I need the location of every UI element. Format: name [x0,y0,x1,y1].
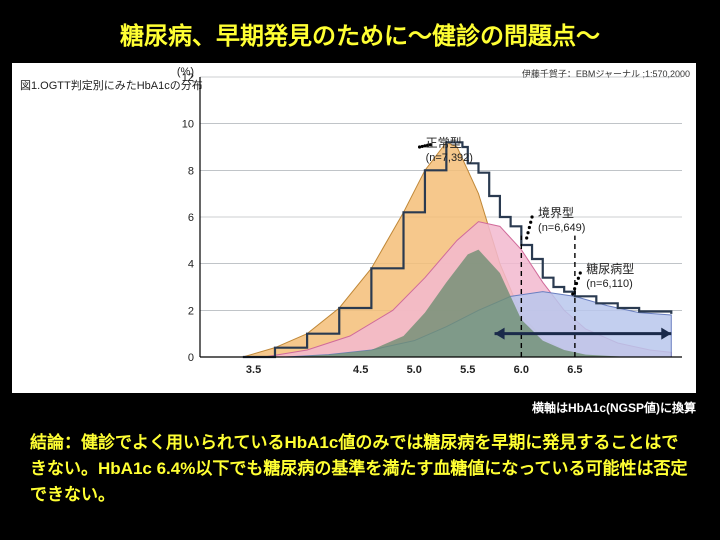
svg-text:糖尿病型: 糖尿病型 [586,261,634,276]
svg-text:(n=6,649): (n=6,649) [538,222,585,234]
slide-title: 糖尿病、早期発見のために〜健診の問題点〜 [0,0,720,63]
svg-text:6.0: 6.0 [514,364,529,376]
svg-text:10: 10 [182,119,194,131]
svg-text:2: 2 [188,305,194,317]
svg-text:5.5: 5.5 [460,364,475,376]
svg-text:5.0: 5.0 [407,364,422,376]
svg-text:8: 8 [188,165,194,177]
chart-container: 図1.OGTT判定別にみたHbA1cの分布 伊藤千賀子：EBMジャーナル ;1:… [12,63,696,393]
conclusion-block: 結論：健診でよく用いられているHbA1c値のみでは糖尿病を早期に発見することはで… [0,416,720,508]
conclusion-label: 結論： [30,433,81,452]
svg-text:3.5: 3.5 [246,364,261,376]
svg-text:(n=7,392): (n=7,392) [426,152,473,164]
conclusion-text: 健診でよく用いられているHbA1c値のみでは糖尿病を早期に発見することはできない… [30,433,687,504]
svg-text:12: 12 [182,72,194,84]
svg-text:4: 4 [188,259,194,271]
svg-text:正常型: 正常型 [426,136,462,150]
svg-text:4.5: 4.5 [353,364,368,376]
x-axis-note: 横軸はHbA1c(NGSP値)に換算 [0,399,696,416]
svg-text:(n=6,110): (n=6,110) [586,278,633,290]
distribution-chart: (%)0246810123.54.55.05.56.06.5正常型(n=7,39… [172,63,692,393]
svg-text:0: 0 [188,352,194,364]
svg-text:6.5: 6.5 [567,364,582,376]
svg-text:6: 6 [188,212,194,224]
svg-text:境界型: 境界型 [538,205,574,220]
